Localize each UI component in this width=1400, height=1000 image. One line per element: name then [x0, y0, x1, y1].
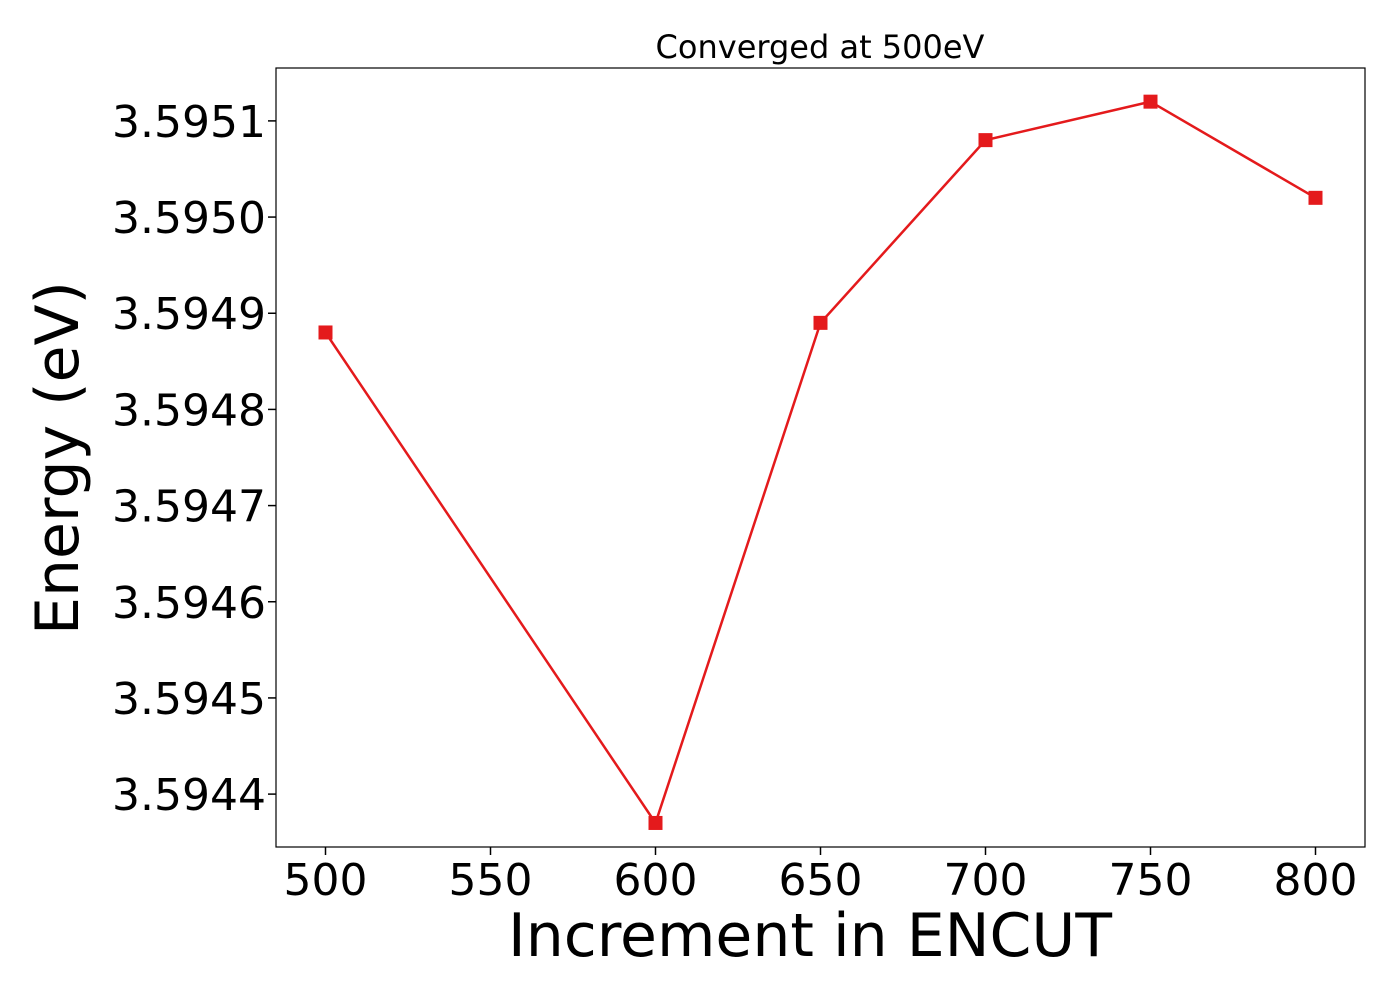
- y-tick-label: 3.5945: [112, 674, 266, 725]
- data-point: [1308, 190, 1323, 205]
- y-axis: 3.5944 3.5945 3.5946 3.5947 3.5948 3.5949 3.59…: [112, 97, 276, 821]
- data-point: [978, 133, 993, 148]
- y-tick-label: 3.5947: [112, 482, 266, 533]
- x-tick-label: 800: [1274, 855, 1358, 906]
- chart-title: Converged at 500eV: [656, 28, 985, 66]
- y-tick-label: 3.5944: [112, 770, 266, 821]
- data-markers: [318, 94, 1323, 830]
- data-point: [1143, 94, 1158, 109]
- x-tick-label: 750: [1109, 855, 1193, 906]
- data-point: [318, 325, 333, 340]
- plot-frame: [275, 67, 1366, 848]
- x-axis: 500 550 600 650 700 750 800: [284, 847, 1358, 906]
- y-tick-label: 3.5949: [112, 289, 266, 340]
- y-tick-label: 3.5946: [112, 578, 266, 629]
- data-point: [648, 815, 663, 830]
- x-tick-label: 550: [449, 855, 533, 906]
- data-point: [813, 315, 828, 330]
- x-tick-label: 500: [284, 855, 368, 906]
- x-tick-label: 600: [614, 855, 698, 906]
- x-tick-label: 700: [944, 855, 1028, 906]
- series-line: [324, 100, 1317, 826]
- x-tick-label: 650: [779, 855, 863, 906]
- x-axis-label: Increment in ENCUT: [508, 901, 1112, 971]
- y-tick-label: 3.5951: [112, 97, 266, 148]
- y-axis-label: Energy (eV): [23, 281, 93, 635]
- y-tick-label: 3.5948: [112, 385, 266, 436]
- y-tick-label: 3.5950: [112, 193, 266, 244]
